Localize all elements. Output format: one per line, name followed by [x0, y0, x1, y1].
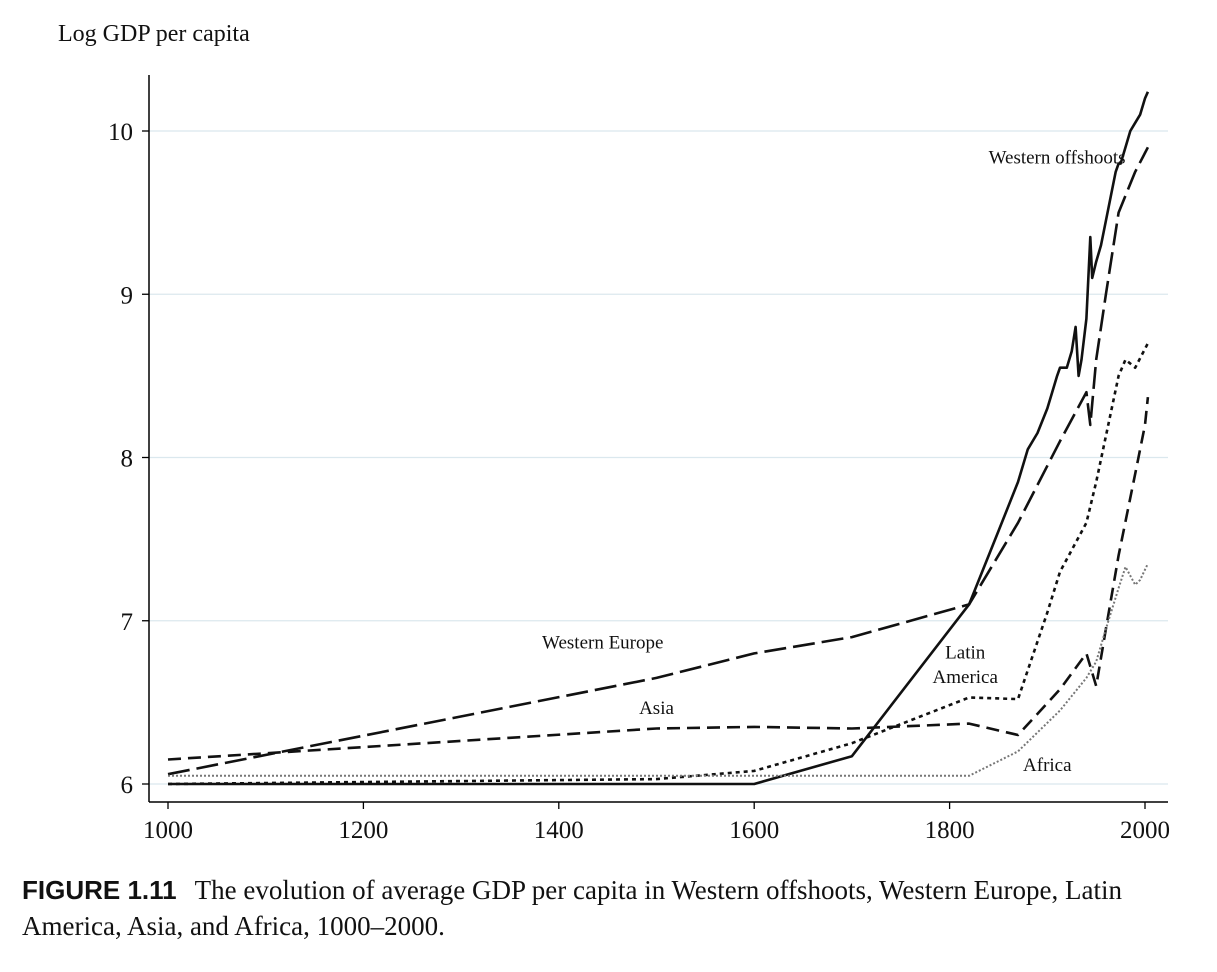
- y-tick-label: 9: [121, 282, 134, 309]
- series-annotation: Asia: [639, 698, 674, 719]
- y-tick-label: 6: [121, 772, 134, 799]
- gridlines: [149, 130, 1168, 785]
- series-annotation: Western Europe: [542, 633, 663, 654]
- series-annotation: Western offshoots: [989, 148, 1126, 169]
- y-axis-label: Log GDP per capita: [58, 21, 250, 47]
- series-annotation: Latin: [945, 642, 986, 663]
- y-tick-label: 7: [121, 609, 134, 636]
- series-line-western-europe: [167, 146, 1150, 776]
- y-tick-label: 8: [121, 446, 134, 473]
- x-ticks: 1000 1200 1400 1600 1800 2000: [143, 802, 1170, 844]
- y-tick-label: 10: [108, 119, 133, 146]
- x-tick-label: 1200: [338, 817, 388, 844]
- chart: 6 7 8 9 10 1000 1200 1400 1600 1800 2000 Log GDP …: [58, 21, 1170, 844]
- x-tick-label: 1000: [143, 817, 193, 844]
- series-line-latin-america: [167, 342, 1150, 786]
- series-line-western-offshoots: [168, 91, 1150, 786]
- axes: [148, 75, 1168, 803]
- series-annotation: Africa: [1023, 755, 1072, 776]
- x-tick-label: 1600: [729, 817, 779, 844]
- figure-caption: FIGURE 1.11 The evolution of average GDP …: [22, 872, 1202, 944]
- y-ticks: 6 7 8 9 10: [108, 119, 149, 799]
- x-tick-label: 2000: [1120, 817, 1170, 844]
- series-line-africa: [168, 563, 1149, 777]
- caption-label: FIGURE 1.11: [22, 875, 177, 905]
- x-tick-label: 1400: [534, 817, 584, 844]
- x-tick-label: 1800: [925, 817, 975, 844]
- series-lines: [167, 91, 1150, 786]
- series-line-asia: [167, 396, 1150, 761]
- series-annotations: Western offshoots Western Europe Latin Amer…: [542, 148, 1125, 776]
- series-annotation: America: [933, 667, 999, 688]
- caption-text: The evolution of average GDP per capita …: [22, 875, 1123, 941]
